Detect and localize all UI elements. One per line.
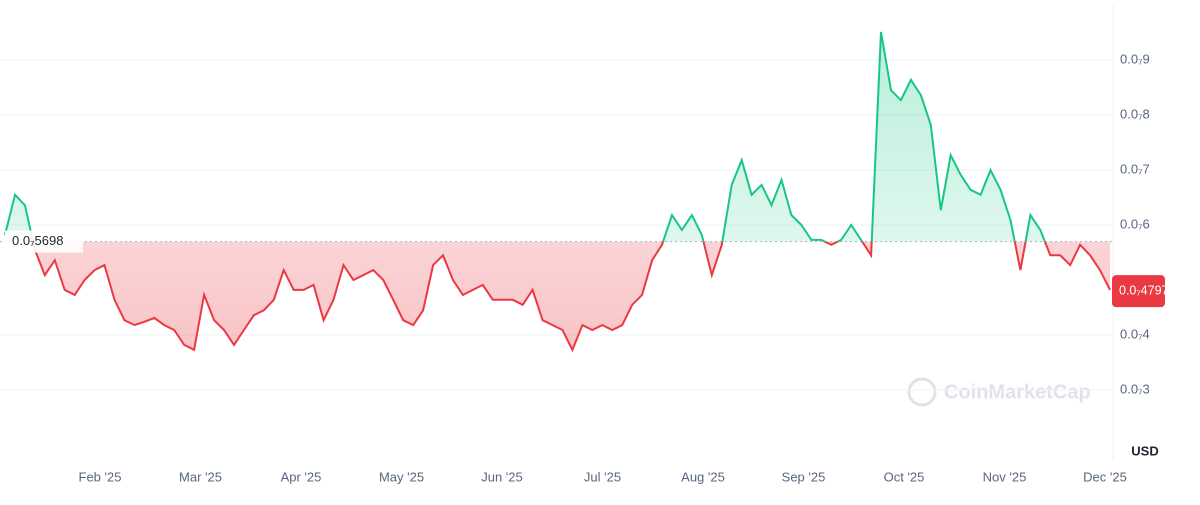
y-tick-label: 0.0₇6	[1120, 216, 1150, 231]
watermark: CoinMarketCap	[907, 377, 1091, 407]
x-tick-label: Apr '25	[281, 469, 322, 484]
x-tick-label: May '25	[379, 469, 424, 484]
reference-badge	[5, 230, 83, 253]
current-price-label: 0.0₇4797	[1119, 283, 1169, 297]
area-up	[5, 31, 1110, 242]
price-line-down	[32, 241, 1111, 353]
current-price-badge	[1112, 275, 1165, 308]
y-tick-label: 0.0₇3	[1120, 381, 1150, 396]
y-tick-label: 0.0₇9	[1120, 51, 1150, 66]
x-tick-label: Dec '25	[1083, 469, 1127, 484]
x-tick-label: Aug '25	[681, 469, 725, 484]
currency-label: USD	[1131, 443, 1158, 458]
x-tick-label: Sep '25	[782, 469, 826, 484]
y-tick-label: 0.0₇8	[1120, 106, 1150, 121]
x-tick-label: Mar '25	[179, 469, 222, 484]
price-line-up	[4, 31, 1046, 242]
watermark-text: CoinMarketCap	[944, 381, 1091, 403]
x-tick-label: Nov '25	[983, 469, 1027, 484]
x-tick-label: Jul '25	[584, 469, 621, 484]
reference-label: 0.0₇5698	[12, 233, 63, 248]
x-tick-label: Feb '25	[79, 469, 122, 484]
x-tick-label: Jun '25	[481, 469, 523, 484]
area-down	[33, 241, 1110, 350]
y-tick-label: 0.0₇7	[1120, 161, 1150, 176]
x-tick-label: Oct '25	[884, 469, 925, 484]
y-tick-label: 0.0₇4	[1120, 326, 1150, 341]
